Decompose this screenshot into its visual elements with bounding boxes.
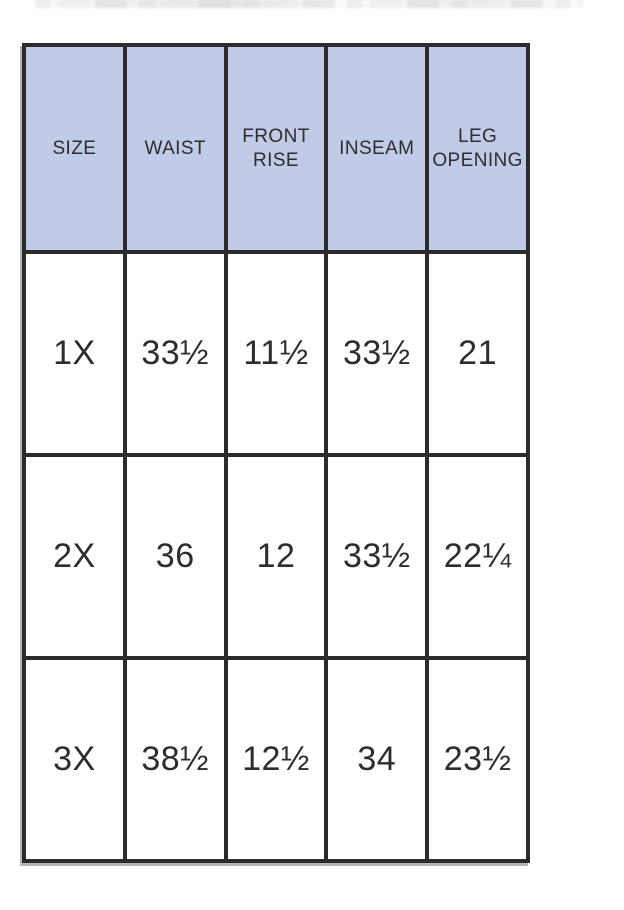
cell-size: 1X	[22, 250, 127, 457]
cell-front-rise: 11½	[223, 250, 329, 457]
column-header-waist: WAIST	[122, 43, 228, 254]
cropped-text-artifact	[35, 0, 583, 8]
cell-inseam: 33½	[324, 250, 430, 457]
size-chart-table: SIZE WAIST FRONT RISE INSEAM LEG OPENING…	[22, 43, 530, 863]
column-header-size: SIZE	[22, 43, 127, 254]
cell-leg-opening: 21	[425, 250, 530, 457]
cell-front-rise: 12	[223, 453, 329, 660]
cell-leg-opening: 22¼	[425, 453, 530, 660]
table-row-1x: 1X 33½ 11½ 33½ 21	[22, 250, 530, 457]
cell-inseam: 34	[324, 656, 430, 863]
cell-size: 2X	[22, 453, 127, 660]
cell-leg-opening: 23½	[425, 656, 530, 863]
column-header-inseam: INSEAM	[324, 43, 430, 254]
cell-waist: 33½	[122, 250, 228, 457]
column-header-front-rise: FRONT RISE	[223, 43, 329, 254]
table-row-3x: 3X 38½ 12½ 34 23½	[22, 656, 530, 863]
cell-waist: 38½	[122, 656, 228, 863]
table-row-2x: 2X 36 12 33½ 22¼	[22, 453, 530, 660]
header-row: SIZE WAIST FRONT RISE INSEAM LEG OPENING	[22, 43, 530, 254]
cell-front-rise: 12½	[223, 656, 329, 863]
column-header-leg-opening: LEG OPENING	[425, 43, 530, 254]
cell-waist: 36	[122, 453, 228, 660]
cell-inseam: 33½	[324, 453, 430, 660]
cell-size: 3X	[22, 656, 127, 863]
